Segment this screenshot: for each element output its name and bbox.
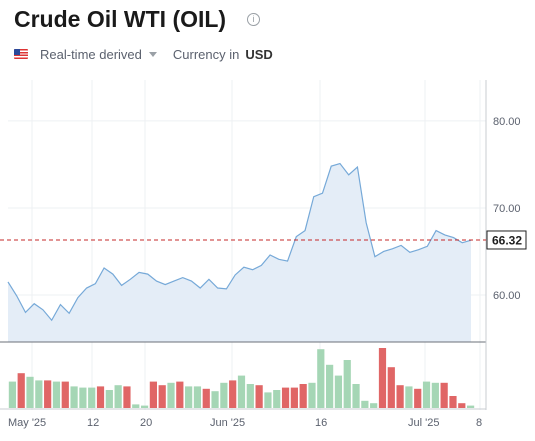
volume-bar (44, 380, 52, 408)
volume-bar (79, 387, 87, 408)
currency-label: Currency in (172, 46, 240, 62)
page-title: Crude Oil WTI (OIL) (14, 6, 227, 32)
x-tick-label: Jul '25 (408, 417, 439, 429)
volume-bar (264, 392, 272, 408)
volume-bar (158, 385, 166, 408)
volume-bar (255, 385, 263, 408)
volume-bar (52, 381, 61, 408)
volume-bar (414, 388, 422, 408)
chevron-down-icon[interactable] (148, 51, 157, 57)
us-flag-icon (14, 49, 28, 59)
x-tick-label: Jun '25 (210, 417, 245, 429)
volume-bar (281, 387, 290, 408)
volume-bar (458, 403, 466, 408)
volume-bar (114, 385, 122, 408)
volume-bar (466, 405, 475, 408)
current-price-badge (486, 230, 527, 250)
volume-bar (17, 373, 25, 408)
volume-bar (140, 405, 149, 408)
volume-bar (211, 391, 219, 408)
volume-bar (334, 375, 343, 408)
x-tick-label: 12 (87, 417, 99, 429)
current-price-label: 66.32 (492, 233, 522, 247)
volume-bar (440, 382, 448, 408)
price-line (7, 162, 472, 322)
volume-bar (449, 396, 457, 408)
volume-bar (185, 386, 193, 408)
x-tick-label: 20 (140, 417, 152, 429)
volume-bar (431, 382, 439, 408)
volume-bar (237, 375, 246, 408)
volume-bar (299, 384, 307, 408)
volume-bar (167, 382, 175, 408)
volume-bar (70, 386, 78, 408)
volume-bar (343, 360, 351, 408)
volume-bar (88, 387, 96, 408)
info-circle-icon[interactable]: i (247, 13, 260, 26)
x-tick-label: 8 (476, 417, 482, 429)
y-tick-label: 80.00 (493, 116, 521, 128)
volume-bar (193, 386, 202, 408)
currency-value: USD (245, 46, 273, 62)
price-area-fill (8, 163, 471, 342)
y-tick-label: 70.00 (493, 203, 521, 215)
volume-bar (370, 403, 378, 408)
volume-bar (422, 381, 431, 408)
volume-bar (352, 384, 360, 408)
volume-bar (246, 384, 254, 408)
volume-bar (61, 381, 69, 408)
y-tick-label: 60.00 (493, 290, 521, 302)
volume-bar (361, 400, 369, 408)
volume-bar (308, 382, 316, 408)
volume-bar (405, 386, 413, 408)
volume-bar (229, 380, 237, 408)
volume-bar (176, 381, 184, 408)
x-tick-label: 16 (315, 417, 327, 429)
volume-bar (123, 386, 131, 408)
quote-meta-bar: Real-time derived Currency in USD (14, 46, 273, 62)
volume-bar (378, 348, 387, 408)
volume-bar (149, 381, 157, 408)
volume-bar (202, 388, 210, 408)
volume-bar (317, 349, 325, 408)
volume-bar (132, 404, 140, 408)
volume-bar (8, 381, 17, 408)
volume-bar (96, 386, 105, 408)
volume-bar (396, 385, 404, 408)
volume-bar (26, 376, 34, 408)
volume-bar (220, 382, 228, 408)
volume-bar (105, 390, 113, 408)
volume-bar (35, 380, 43, 408)
volume-bar (387, 367, 395, 408)
volume-bar (273, 390, 281, 408)
volume-bar (290, 387, 298, 408)
x-tick-label: May '25 (8, 417, 46, 429)
data-source-label[interactable]: Real-time derived (40, 46, 142, 62)
volume-bar (326, 364, 334, 408)
